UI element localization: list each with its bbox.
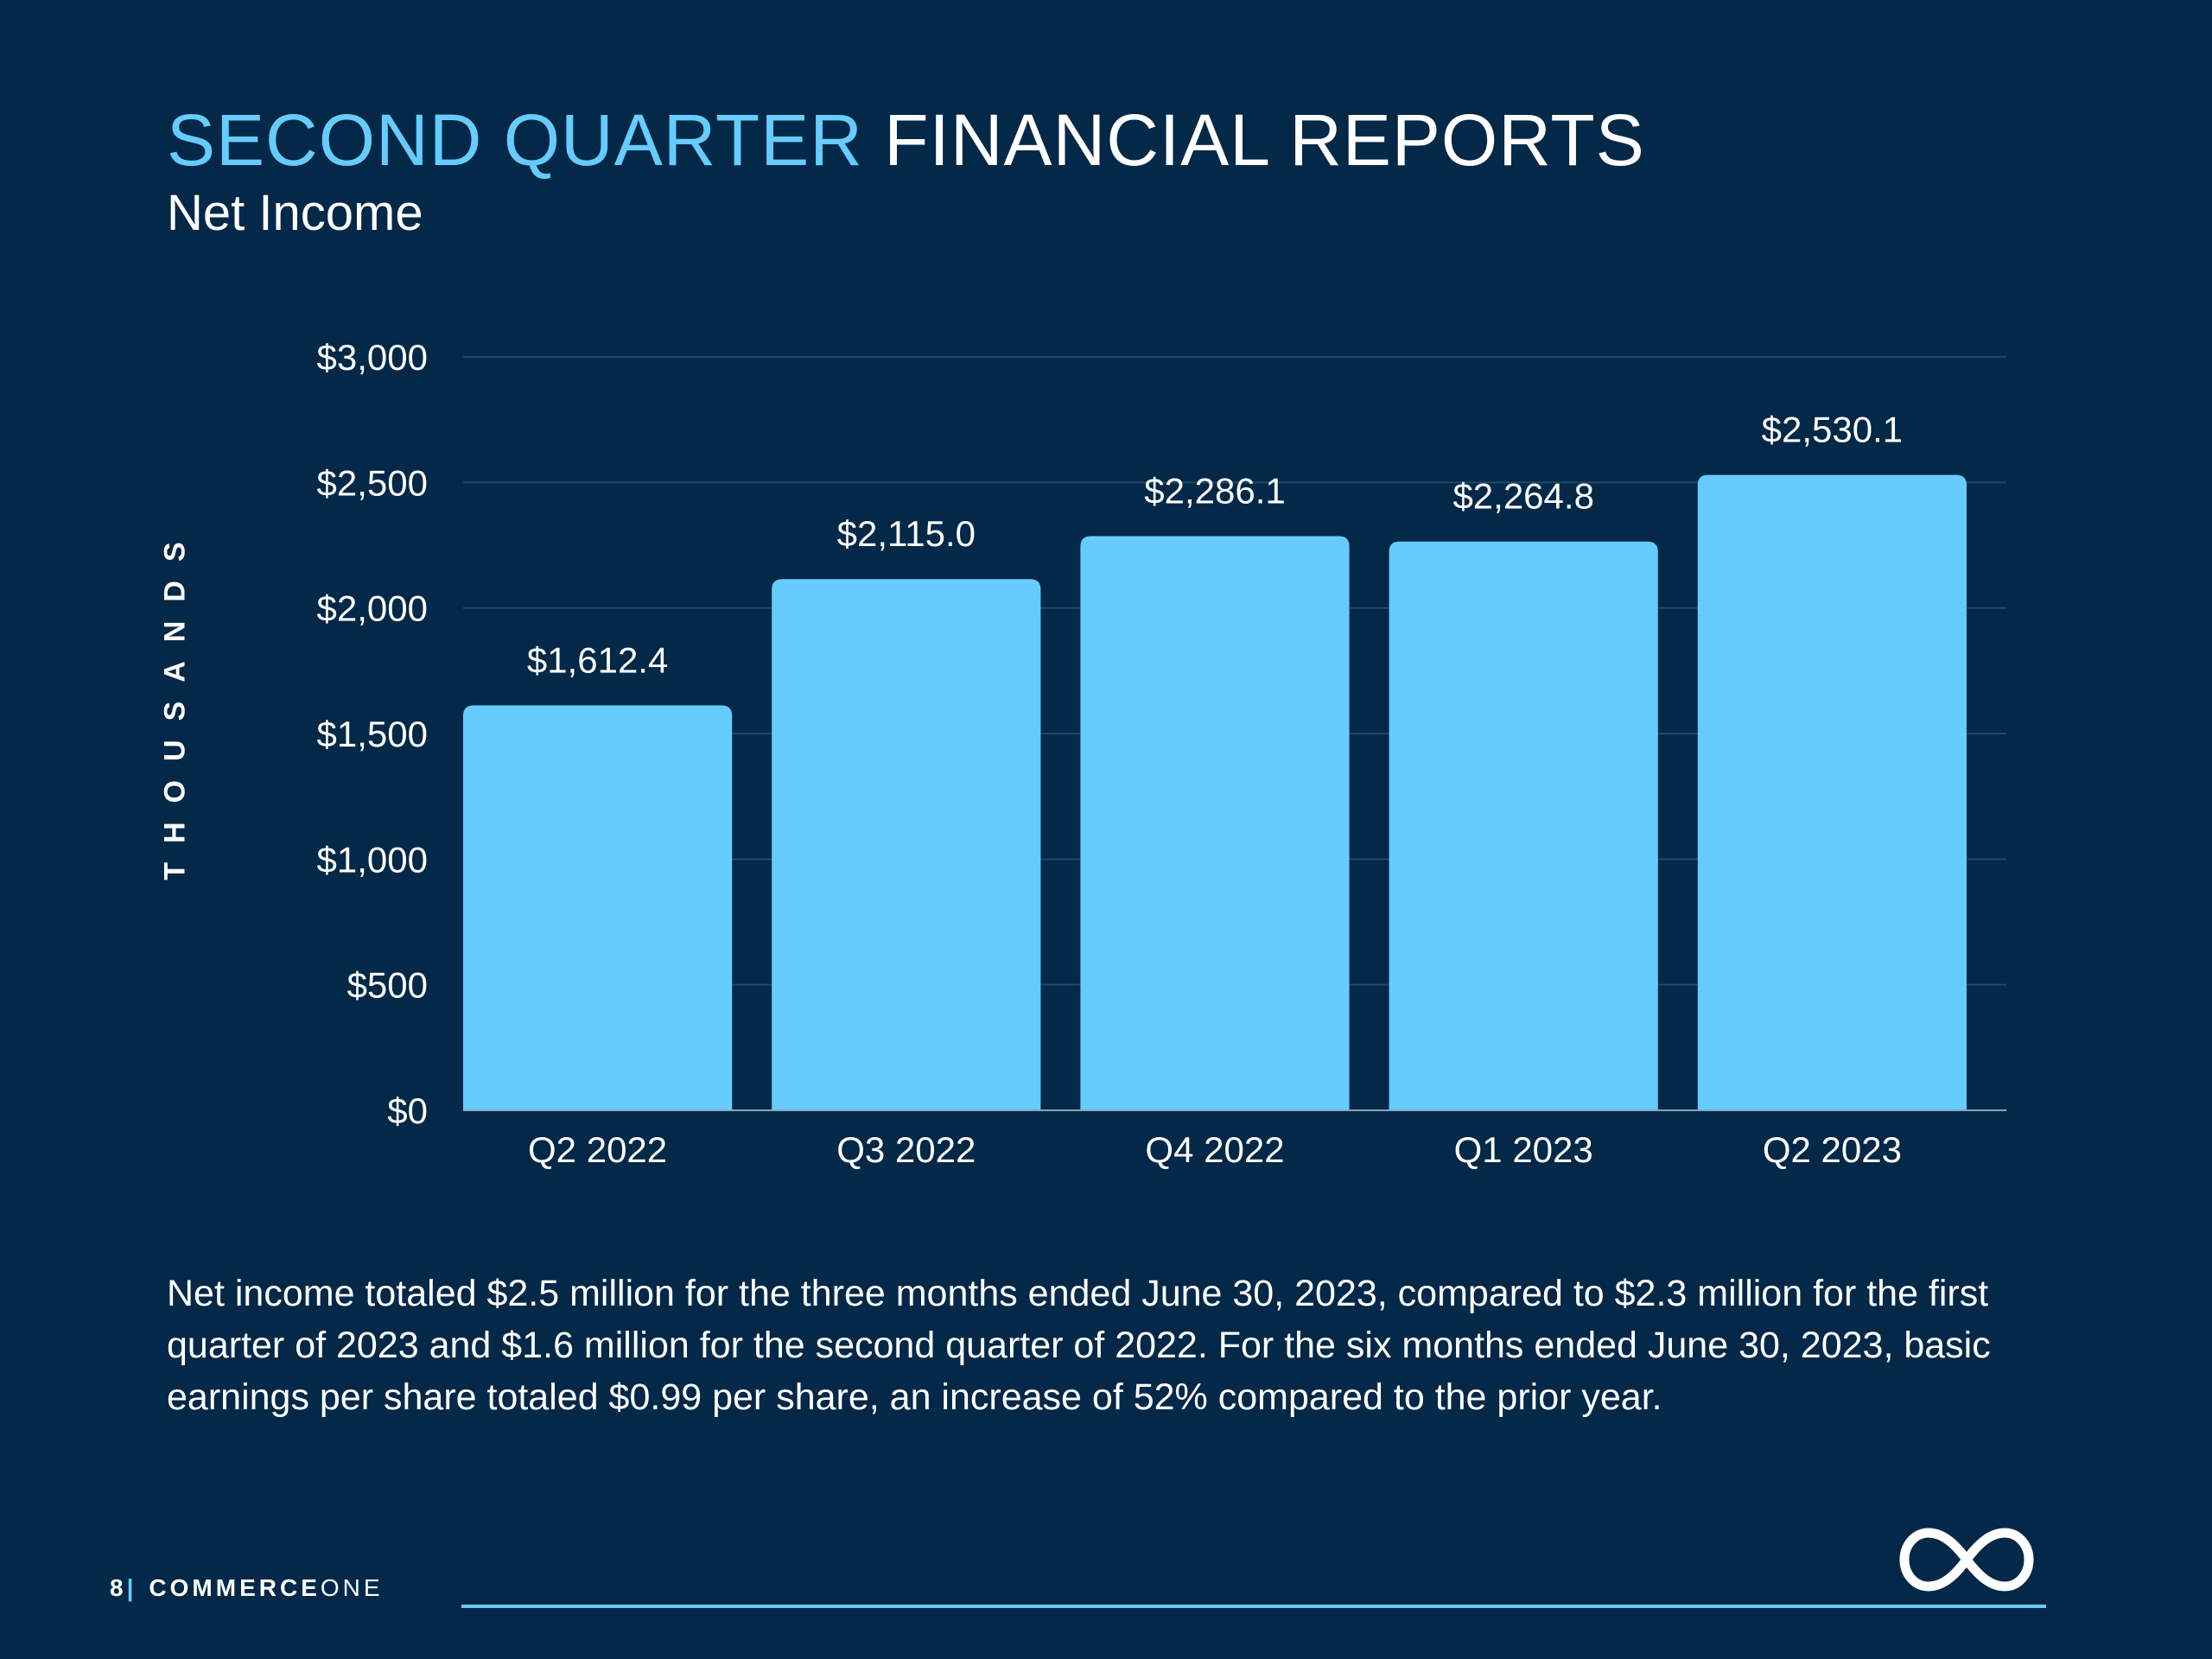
x-tick-label: Q2 2023 xyxy=(1763,1129,1902,1170)
page-number: 8 xyxy=(110,1574,127,1601)
y-tick-label: $500 xyxy=(347,965,428,1006)
bar-value-label: $2,115.0 xyxy=(837,513,976,554)
y-tick-label: $1,000 xyxy=(317,839,428,880)
bar-value-label: $2,264.8 xyxy=(1452,476,1594,517)
summary-paragraph: Net income totaled $2.5 million for the … xyxy=(167,1273,1991,1418)
y-tick-label: $1,500 xyxy=(317,714,428,754)
y-tick-label: $2,500 xyxy=(317,462,428,503)
y-tick-label: $0 xyxy=(387,1090,428,1131)
bar-value-label: $1,612.4 xyxy=(527,639,669,680)
x-tick-label: Q1 2023 xyxy=(1454,1129,1593,1170)
infinity-icon xyxy=(1899,1528,2034,1592)
x-tick-label: Q2 2022 xyxy=(528,1129,667,1170)
footer-separator: | xyxy=(126,1574,137,1601)
y-tick-label: $2,000 xyxy=(317,588,428,629)
bar xyxy=(772,579,1041,1110)
title-main: FINANCIAL REPORTS xyxy=(884,99,1645,181)
bar xyxy=(1389,541,1658,1110)
y-tick-label: $3,000 xyxy=(317,337,428,378)
bar xyxy=(1697,474,1967,1110)
bar-value-label: $2,530.1 xyxy=(1762,410,1904,450)
x-tick-label: Q3 2022 xyxy=(836,1129,976,1170)
x-tick-label: Q4 2022 xyxy=(1145,1129,1284,1170)
title-accent: SECOND QUARTER xyxy=(167,99,863,181)
brand-name-light: ONE xyxy=(320,1574,384,1601)
bar xyxy=(1080,536,1350,1110)
footer-divider xyxy=(461,1605,2046,1608)
page-subtitle: Net Income xyxy=(167,185,423,241)
bar xyxy=(463,705,733,1110)
brand-name-bold: COMMERCE xyxy=(149,1574,321,1601)
page-title: SECOND QUARTER FINANCIAL REPORTS xyxy=(167,97,1645,184)
footer-brand: 8| COMMERCEONE xyxy=(110,1574,384,1602)
bar-value-label: $2,286.1 xyxy=(1144,471,1286,512)
